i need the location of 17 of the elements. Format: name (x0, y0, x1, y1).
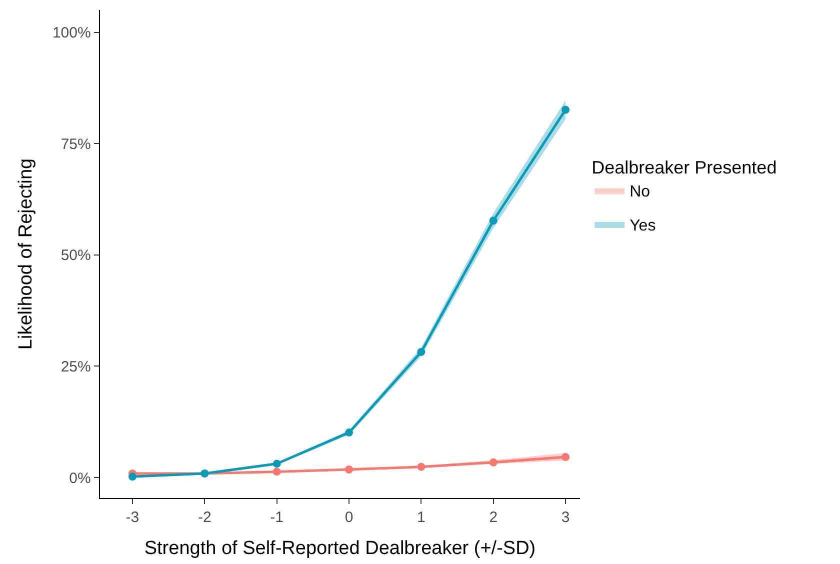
x-tick-label: -1 (270, 509, 284, 526)
x-tick-label: 1 (417, 509, 426, 526)
y-tick-label: 50% (60, 247, 91, 264)
legend-label: No (630, 183, 650, 200)
x-tick-label: 0 (344, 509, 354, 526)
y-axis-title: Likelihood of Rejecting (15, 158, 36, 350)
legend-label: Yes (630, 217, 656, 234)
x-tick-label: -2 (198, 509, 212, 526)
x-tick-label: 3 (561, 509, 570, 526)
x-axis-title: Strength of Self-Reported Dealbreaker (+/-SD) (144, 538, 536, 559)
y-tick-label: 75% (60, 136, 91, 153)
y-tick-label: 25% (60, 358, 91, 376)
x-tick-label: 2 (489, 509, 498, 526)
y-tick-label: 100% (52, 24, 91, 42)
x-tick-label: -3 (126, 509, 140, 526)
legend-title: Dealbreaker Presented (592, 157, 777, 178)
y-tick-label: 0% (69, 470, 91, 487)
